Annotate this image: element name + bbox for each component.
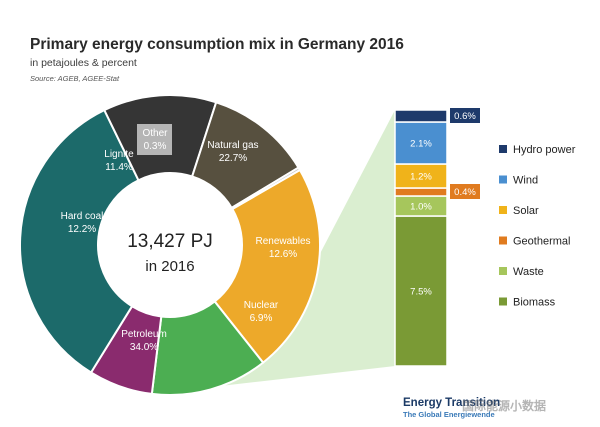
legend-swatch-geothermal — [499, 236, 507, 245]
legend-label-biomass: Biomass — [513, 297, 556, 309]
slice-label-petroleum: Petroleum — [121, 329, 167, 340]
bar-value-waste: 1.0% — [410, 202, 432, 213]
legend-label-waste: Waste — [513, 266, 544, 278]
legend-swatch-biomass — [499, 297, 507, 306]
legend-label-solar: Solar — [513, 205, 539, 217]
slice-label-renewables: Renewables — [255, 236, 310, 247]
chart-source: Source: AGEB, AGEE-Stat — [30, 74, 120, 83]
footer-brand: Energy Transition — [403, 397, 501, 409]
center-year: in 2016 — [145, 258, 194, 275]
legend-swatch-waste — [499, 267, 507, 275]
slice-value-nuclear: 6.9% — [250, 313, 273, 324]
legend-swatch-solar — [499, 206, 507, 214]
donut-slice-petroleum — [19, 108, 140, 374]
bar-value-wind: 2.1% — [410, 139, 432, 150]
footer-tagline: The Global Energiewende — [403, 410, 495, 419]
bar-segment-solar — [394, 163, 448, 189]
slice-label-other: Other — [142, 128, 168, 139]
chart-title: Primary energy consumption mix in German… — [30, 36, 404, 53]
slice-label-natural-gas: Natural gas — [207, 140, 258, 151]
bar-value-solar: 1.2% — [410, 172, 432, 183]
slice-label-nuclear: Nuclear — [244, 300, 279, 311]
bar-segment-hydro-power — [394, 109, 448, 123]
legend-label-hydro-power: Hydro power — [513, 144, 576, 156]
legend-label-wind: Wind — [513, 175, 538, 187]
renewables-connector — [151, 110, 395, 394]
legend-label-geothermal: Geothermal — [513, 236, 570, 248]
legend-swatch-hydro-power — [499, 145, 507, 153]
donut-slice-other — [230, 166, 302, 211]
slice-value-hard-coal: 12.2% — [68, 224, 96, 235]
bar-value-biomass: 7.5% — [410, 287, 432, 298]
hydro-callout-box — [450, 108, 480, 123]
center-total: 13,427 PJ — [127, 231, 213, 252]
slice-label-hard-coal: Hard coal — [61, 211, 104, 222]
slice-value-renewables: 12.6% — [269, 249, 297, 260]
slice-label-lignite: Lignite — [104, 149, 134, 160]
other-label-box — [137, 124, 172, 155]
donut-slice-natural-gas — [213, 168, 321, 365]
bar-segment-biomass — [394, 215, 448, 367]
bar-segment-geothermal — [394, 187, 448, 197]
bar-segment-wind — [394, 121, 448, 165]
slice-value-natural-gas: 22.7% — [219, 153, 247, 164]
brand-footer: Energy Transition The Global Energiewend… — [403, 397, 593, 419]
watermark-text: 国际能源小数据 — [462, 399, 547, 413]
slice-value-petroleum: 34.0% — [130, 342, 158, 353]
bar-value-hydro-power: 0.6% — [454, 111, 476, 122]
slice-value-other: 0.3% — [144, 141, 167, 152]
bar-value-geothermal: 0.4% — [454, 187, 476, 198]
geothermal-callout-box — [450, 184, 480, 199]
slice-value-lignite: 11.4% — [105, 162, 133, 173]
chart-subtitle: in petajoules & percent — [30, 57, 137, 69]
legend-swatch-wind — [499, 175, 507, 184]
